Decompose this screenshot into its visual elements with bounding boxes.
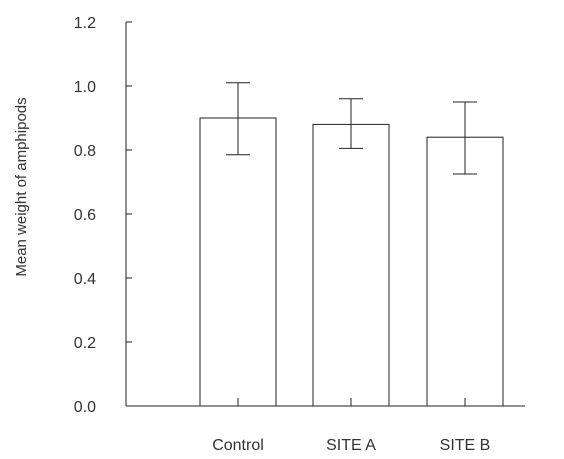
x-tick-labels: Control SITE A SITE B — [212, 437, 490, 454]
bar — [312, 123, 390, 407]
error-bars — [226, 82, 477, 406]
x-tick-label: SITE A — [326, 437, 376, 454]
y-axis: 0.0 0.2 0.4 0.6 0.8 1.0 1.2 — [74, 15, 132, 416]
bars — [199, 117, 504, 407]
y-tick-label: 1.0 — [74, 79, 96, 96]
y-tick-label: 0.6 — [74, 207, 96, 224]
x-tick-label: Control — [212, 437, 264, 454]
bar — [199, 117, 277, 407]
y-tick-label: 1.2 — [74, 15, 96, 32]
y-tick-label: 0.0 — [74, 399, 96, 416]
bar — [426, 136, 504, 407]
y-axis-title: Mean weight of amphipods — [13, 97, 30, 276]
y-tick-label: 0.8 — [74, 143, 96, 160]
y-tick-label: 0.4 — [74, 271, 96, 288]
x-tick-label: SITE B — [440, 437, 491, 454]
y-tick-label: 0.2 — [74, 335, 96, 352]
